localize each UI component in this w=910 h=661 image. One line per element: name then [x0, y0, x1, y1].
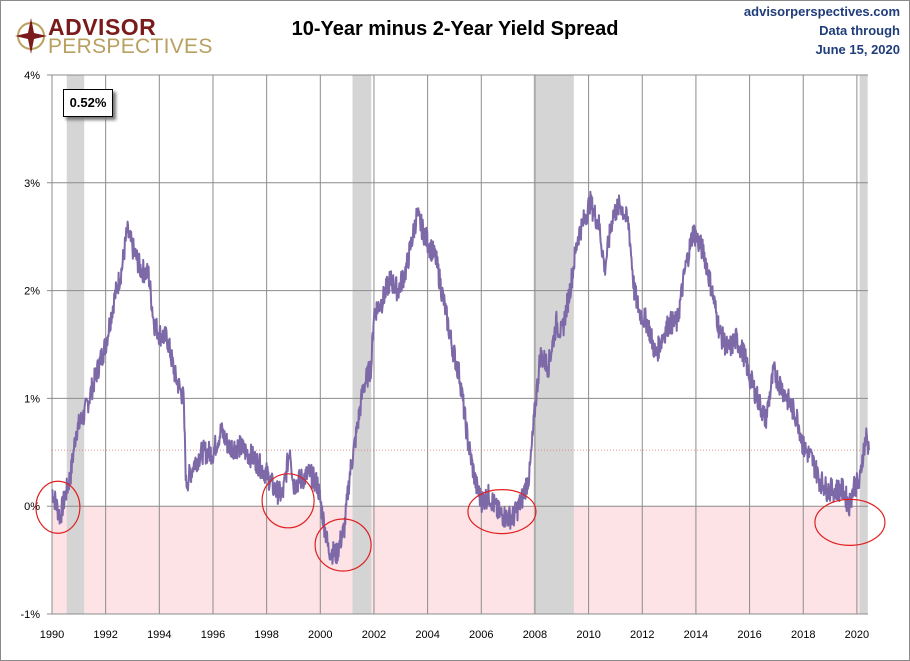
advisor-perspectives-logo: ADVISOR PERSPECTIVES [14, 14, 212, 58]
inversion-circle [314, 518, 372, 572]
x-tick-label: 1998 [254, 629, 278, 641]
x-tick-label: 2018 [791, 629, 815, 641]
y-tick-label: 2% [24, 286, 40, 298]
data-through-label: Data through [819, 23, 900, 38]
inversion-circle [814, 498, 886, 546]
inversion-circle [467, 488, 537, 535]
source-info: advisorperspectives.com Data through Jun… [744, 2, 900, 59]
x-tick-label: 2002 [362, 629, 386, 641]
negative-zone [52, 506, 868, 614]
x-tick-label: 1990 [40, 629, 64, 641]
yield-spread-line [51, 190, 870, 565]
recession-band [352, 75, 372, 614]
y-tick-label: 3% [24, 178, 40, 190]
source-site: advisorperspectives.com [743, 4, 900, 19]
x-tick-label: 2004 [415, 629, 439, 641]
data-through-date: June 15, 2020 [815, 42, 900, 57]
x-tick-label: 2020 [845, 629, 869, 641]
chart-title: 10-Year minus 2-Year Yield Spread [291, 18, 619, 40]
x-tick-label: 2012 [630, 629, 654, 641]
recession-band [859, 75, 868, 614]
compass-icon [15, 18, 47, 54]
y-tick-label: 1% [24, 393, 40, 405]
recession-band [66, 75, 85, 614]
x-tick-label: 1996 [201, 629, 225, 641]
x-tick-label: 2006 [469, 629, 493, 641]
x-tick-label: 2008 [523, 629, 547, 641]
x-tick-label: 1992 [93, 629, 117, 641]
x-tick-label: 2016 [737, 629, 761, 641]
inversion-circle [35, 480, 81, 534]
inversion-circle [261, 473, 315, 529]
logo-text-line1: ADVISOR [48, 14, 157, 40]
x-tick-label: 2000 [308, 629, 332, 641]
logo-text-line2: PERSPECTIVES [48, 35, 213, 58]
current-value-callout: 0.52% [63, 89, 113, 117]
x-tick-label: 2010 [576, 629, 600, 641]
y-tick-label: 0% [24, 501, 40, 513]
y-tick-label: 4% [24, 70, 40, 82]
x-tick-label: 1994 [147, 629, 171, 641]
y-tick-label: -1% [20, 609, 40, 621]
x-tick-label: 2014 [684, 629, 708, 641]
